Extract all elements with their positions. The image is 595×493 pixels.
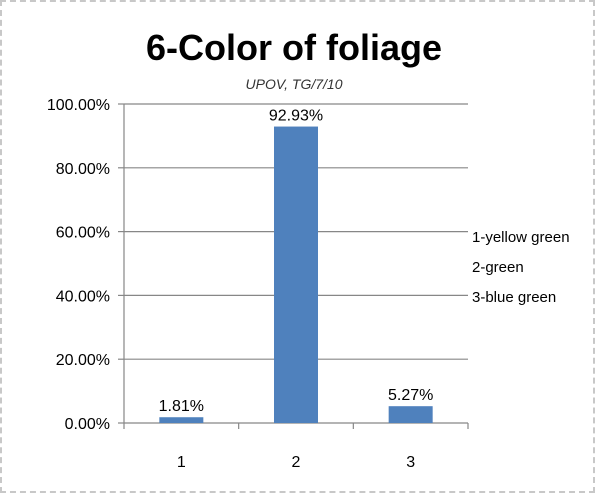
y-tick-label: 20.00%: [56, 352, 110, 369]
bar: [159, 417, 204, 423]
data-label: 92.93%: [269, 108, 323, 125]
data-labels: 1.81% 92.93% 5.27%: [159, 108, 434, 416]
legend: 1-yellow green 2-green 3-blue green: [472, 229, 570, 306]
bar: [274, 126, 318, 424]
y-tick-label: 80.00%: [56, 161, 110, 178]
bars: [159, 126, 433, 424]
legend-entry: 2-green: [472, 259, 524, 276]
chart-title: 6-Color of foliage: [146, 27, 442, 68]
y-tick-labels: 0.00% 20.00% 40.00% 60.00% 80.00% 100.00%: [47, 97, 110, 433]
y-tick-label: 0.00%: [65, 416, 110, 433]
y-tick-label: 40.00%: [56, 288, 110, 305]
x-tick-label: 1: [177, 454, 186, 471]
bar: [388, 406, 433, 423]
chart-subtitle: UPOV, TG/7/10: [246, 76, 343, 92]
data-label: 5.27%: [388, 387, 433, 404]
y-tick-label: 60.00%: [56, 225, 110, 242]
legend-entry: 1-yellow green: [472, 229, 570, 246]
y-tick-label: 100.00%: [47, 97, 110, 114]
x-tick-label: 2: [292, 454, 301, 471]
x-tick-label: 3: [406, 454, 415, 471]
data-label: 1.81%: [159, 398, 204, 415]
x-tick-labels: 1 2 3: [177, 454, 415, 471]
legend-entry: 3-blue green: [472, 289, 556, 306]
